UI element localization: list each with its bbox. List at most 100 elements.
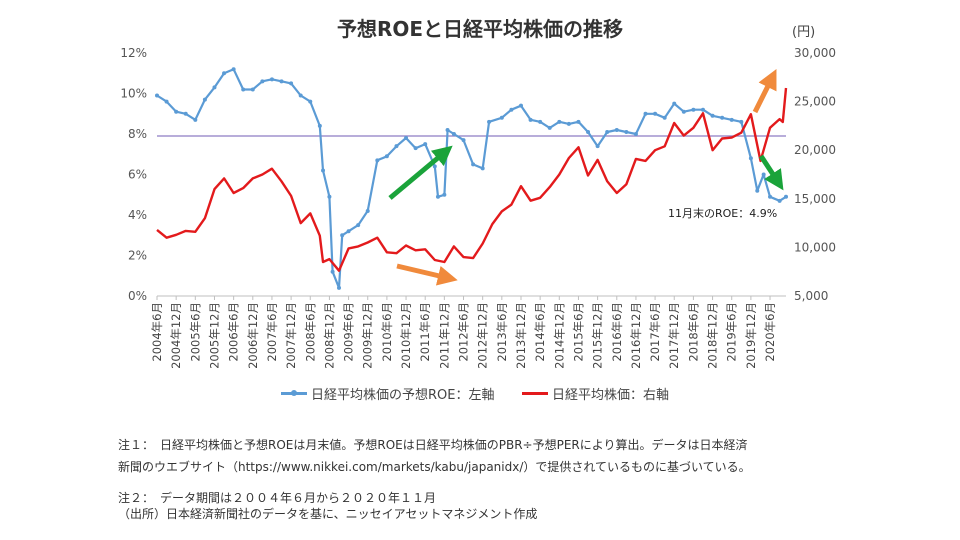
x-tick-label: 2010年6月 [380, 302, 394, 362]
roe-data-point [586, 129, 591, 134]
right-axis-unit: (円) [792, 25, 816, 40]
right-tick-label: 30,000 [794, 46, 836, 60]
x-tick-label: 2018年6月 [686, 302, 700, 362]
roe-data-point [321, 168, 326, 173]
roe-data-point [739, 119, 744, 124]
roe-data-point [445, 127, 450, 132]
roe-data-point [480, 166, 485, 171]
roe-data-point [330, 269, 335, 274]
roe-data-point [662, 115, 667, 120]
roe-data-point [691, 107, 696, 112]
x-tick-label: 2015年12月 [591, 302, 605, 369]
roe-data-point [423, 142, 428, 147]
roe-data-point [404, 136, 409, 141]
roe-data-point [155, 93, 159, 98]
roe-data-point [518, 103, 523, 108]
x-tick-label: 2009年12月 [361, 302, 375, 369]
roe-data-point [614, 127, 619, 132]
right-tick-label: 10,000 [794, 240, 836, 254]
roe-data-point [241, 87, 246, 92]
x-tick-label: 2012年6月 [457, 302, 471, 362]
x-tick-label: 2008年12月 [322, 302, 336, 369]
roe-data-point [672, 101, 677, 106]
legend-swatch-roe [281, 390, 307, 396]
legend-item-nikkei: 日経平均株価：右軸 [522, 384, 669, 403]
x-tick-label: 2013年12月 [514, 302, 528, 369]
x-tick-label: 2007年6月 [265, 302, 279, 362]
roe-data-point [729, 117, 734, 122]
roe-data-point [499, 115, 504, 120]
x-tick-label: 2010年12月 [399, 302, 413, 369]
x-tick-label: 2016年6月 [610, 302, 624, 362]
roe-data-point [250, 87, 255, 92]
roe-data-point [633, 132, 638, 136]
chart-title: 予想ROEと日経平均株価の推移 [336, 17, 624, 41]
trend-arrow [752, 69, 777, 114]
roe-data-point [356, 223, 361, 228]
x-tick-label: 2006年6月 [227, 302, 241, 362]
nikkei-series-line [156, 87, 788, 272]
roe-data-point [164, 99, 169, 104]
roe-data-point [538, 119, 543, 124]
note1-line2: 新聞のウエブサイト（https://www.nikkei.com/markets… [118, 460, 751, 474]
roe-annotation: 11月末のROE：4.9% [668, 207, 778, 220]
roe-data-point [595, 144, 600, 149]
roe-data-point [461, 138, 466, 143]
roe-data-point [183, 111, 188, 116]
roe-data-point [509, 107, 514, 112]
roe-data-point [231, 67, 236, 72]
x-tick-label: 2019年6月 [725, 302, 739, 362]
x-tick-label: 2014年6月 [533, 302, 547, 362]
x-tick-label: 2008年6月 [303, 302, 317, 362]
trend-arrow [758, 154, 784, 191]
x-tick-label: 2015年6月 [571, 302, 585, 362]
roe-data-point [413, 146, 418, 151]
source-note: （出所）日本経済新聞社のデータを基に、ニッセイアセットマネジメント作成 [118, 507, 538, 521]
roe-data-point [566, 121, 571, 126]
roe-data-point [222, 71, 227, 76]
roe-data-point [394, 144, 399, 149]
roe-data-point [435, 194, 440, 199]
roe-data-point [212, 85, 217, 90]
roe-data-point [279, 79, 284, 84]
roe-data-point [547, 125, 552, 130]
roe-data-point [784, 194, 788, 199]
left-tick-label: 6% [128, 168, 147, 182]
legend-item-roe: 日経平均株価の予想ROE：左軸 [281, 384, 494, 403]
roe-data-point [755, 188, 760, 193]
roe-data-point [384, 154, 389, 159]
x-tick-label: 2011年6月 [418, 302, 432, 362]
note2: 注２： データ期間は２００４年６月から２０２０年１１月 [118, 491, 437, 505]
right-tick-label: 25,000 [794, 95, 836, 109]
left-tick-label: 2% [128, 249, 147, 263]
x-tick-label: 2011年12月 [437, 302, 451, 369]
x-tick-label: 2007年12月 [284, 302, 298, 369]
roe-data-point [269, 77, 274, 82]
roe-data-point [643, 111, 648, 116]
roe-data-point [681, 109, 686, 114]
roe-data-point [471, 162, 476, 167]
x-tick-label: 2014年12月 [552, 302, 566, 369]
roe-data-point [260, 79, 265, 84]
x-tick-label: 2017年6月 [648, 302, 662, 362]
x-tick-label: 2017年12月 [667, 302, 681, 369]
roe-data-point [761, 172, 766, 177]
roe-data-point [720, 115, 725, 120]
left-tick-label: 4% [128, 208, 147, 222]
roe-data-point [346, 229, 351, 234]
roe-data-point [576, 119, 581, 124]
roe-data-point [432, 164, 437, 169]
x-tick-label: 2016年12月 [629, 302, 643, 369]
roe-data-point [317, 123, 322, 128]
right-tick-label: 15,000 [794, 192, 836, 206]
x-tick-label: 2018年12月 [706, 302, 720, 369]
roe-data-point [340, 233, 345, 238]
x-tick-label: 2009年6月 [342, 302, 356, 362]
roe-data-point [748, 156, 753, 161]
left-tick-label: 12% [120, 46, 147, 60]
x-tick-label: 2020年6月 [763, 302, 777, 362]
right-tick-label: 5,000 [794, 289, 828, 303]
roe-data-point [605, 129, 610, 134]
right-tick-label: 20,000 [794, 143, 836, 157]
x-tick-label: 2013年6月 [495, 302, 509, 362]
